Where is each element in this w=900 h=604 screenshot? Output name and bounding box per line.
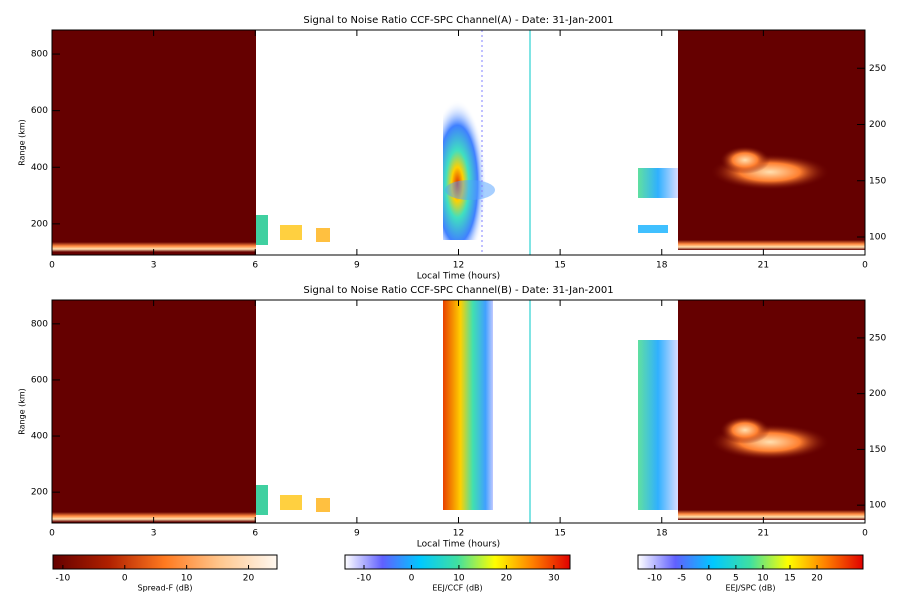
colorbar-tick-label: -10 <box>357 574 372 584</box>
y2-tick-label: 100 <box>869 501 886 511</box>
x-axis-label: Local Time (hours) <box>417 540 500 550</box>
x-tick-label: 0 <box>49 529 55 539</box>
colorbar-label: EEJ/SPC (dB) <box>725 584 775 593</box>
colorbar-tick-label: -5 <box>677 574 686 584</box>
colorbar-tick-label: 5 <box>733 574 739 584</box>
panel-a-image <box>52 30 865 255</box>
x-tick-label: 21 <box>758 261 769 271</box>
colorbar-label: EEJ/CCF (dB) <box>432 584 482 593</box>
colorbar-tick-label: 0 <box>122 574 128 584</box>
colorbar-tick-label: 20 <box>811 574 823 584</box>
y2-tick-label: 150 <box>869 176 886 186</box>
y-axis-label: Range (km) <box>18 119 27 166</box>
y-tick-label: 800 <box>31 319 48 329</box>
x-tick-label: 18 <box>656 529 668 539</box>
colorbar-tick-label: 15 <box>784 574 795 584</box>
y-tick-label: 600 <box>31 375 48 385</box>
x-tick-label: 21 <box>758 529 769 539</box>
y2-tick-label: 150 <box>869 445 886 455</box>
x-tick-label: 0 <box>862 261 868 271</box>
y-tick-label: 200 <box>31 488 48 498</box>
y-axis-label: Range (km) <box>18 388 27 435</box>
colorbar-tick-label: -10 <box>647 574 662 584</box>
x-tick-label: 3 <box>151 261 157 271</box>
x-tick-label: 12 <box>453 261 464 271</box>
y-tick-label: 400 <box>31 432 48 442</box>
colorbar-tick-label: 10 <box>181 574 193 584</box>
y-tick-label: 800 <box>31 50 48 60</box>
panel-b-image <box>52 300 865 523</box>
colorbar <box>637 554 864 570</box>
x-tick-label: 0 <box>49 261 55 271</box>
y-tick-label: 600 <box>31 106 48 116</box>
x-tick-label: 6 <box>252 261 258 271</box>
colorbar-label: Spread-F (dB) <box>137 584 192 593</box>
y-tick-label: 400 <box>31 163 48 173</box>
y2-tick-label: 250 <box>869 333 886 343</box>
x-tick-label: 12 <box>453 529 464 539</box>
y-tick-label: 200 <box>31 219 48 229</box>
colorbar-tick-label: 0 <box>706 574 712 584</box>
x-axis-label: Local Time (hours) <box>417 272 500 282</box>
colorbar-tick-label: 20 <box>501 574 513 584</box>
y2-tick-label: 100 <box>869 233 886 243</box>
panel-title: Signal to Noise Ratio CCF-SPC Channel(A)… <box>303 15 613 26</box>
colorbar-tick-label: 0 <box>409 574 415 584</box>
panel-title: Signal to Noise Ratio CCF-SPC Channel(B)… <box>303 285 613 296</box>
y2-tick-label: 200 <box>869 389 886 399</box>
x-tick-label: 15 <box>554 261 565 271</box>
x-tick-label: 3 <box>151 529 157 539</box>
x-tick-label: 9 <box>354 261 360 271</box>
colorbar-tick-label: 30 <box>548 574 560 584</box>
colorbar-tick-label: 20 <box>243 574 255 584</box>
y2-tick-label: 250 <box>869 64 886 74</box>
colorbar-tick-label: 10 <box>453 574 465 584</box>
x-tick-label: 9 <box>354 529 360 539</box>
x-tick-label: 15 <box>554 529 565 539</box>
colorbar-tick-label: -10 <box>56 574 71 584</box>
x-tick-label: 6 <box>252 529 258 539</box>
y2-tick-label: 200 <box>869 120 886 130</box>
colorbar <box>344 554 571 570</box>
colorbar-tick-label: 10 <box>757 574 769 584</box>
x-tick-label: 18 <box>656 261 668 271</box>
x-tick-label: 0 <box>862 529 868 539</box>
colorbar <box>52 554 278 570</box>
